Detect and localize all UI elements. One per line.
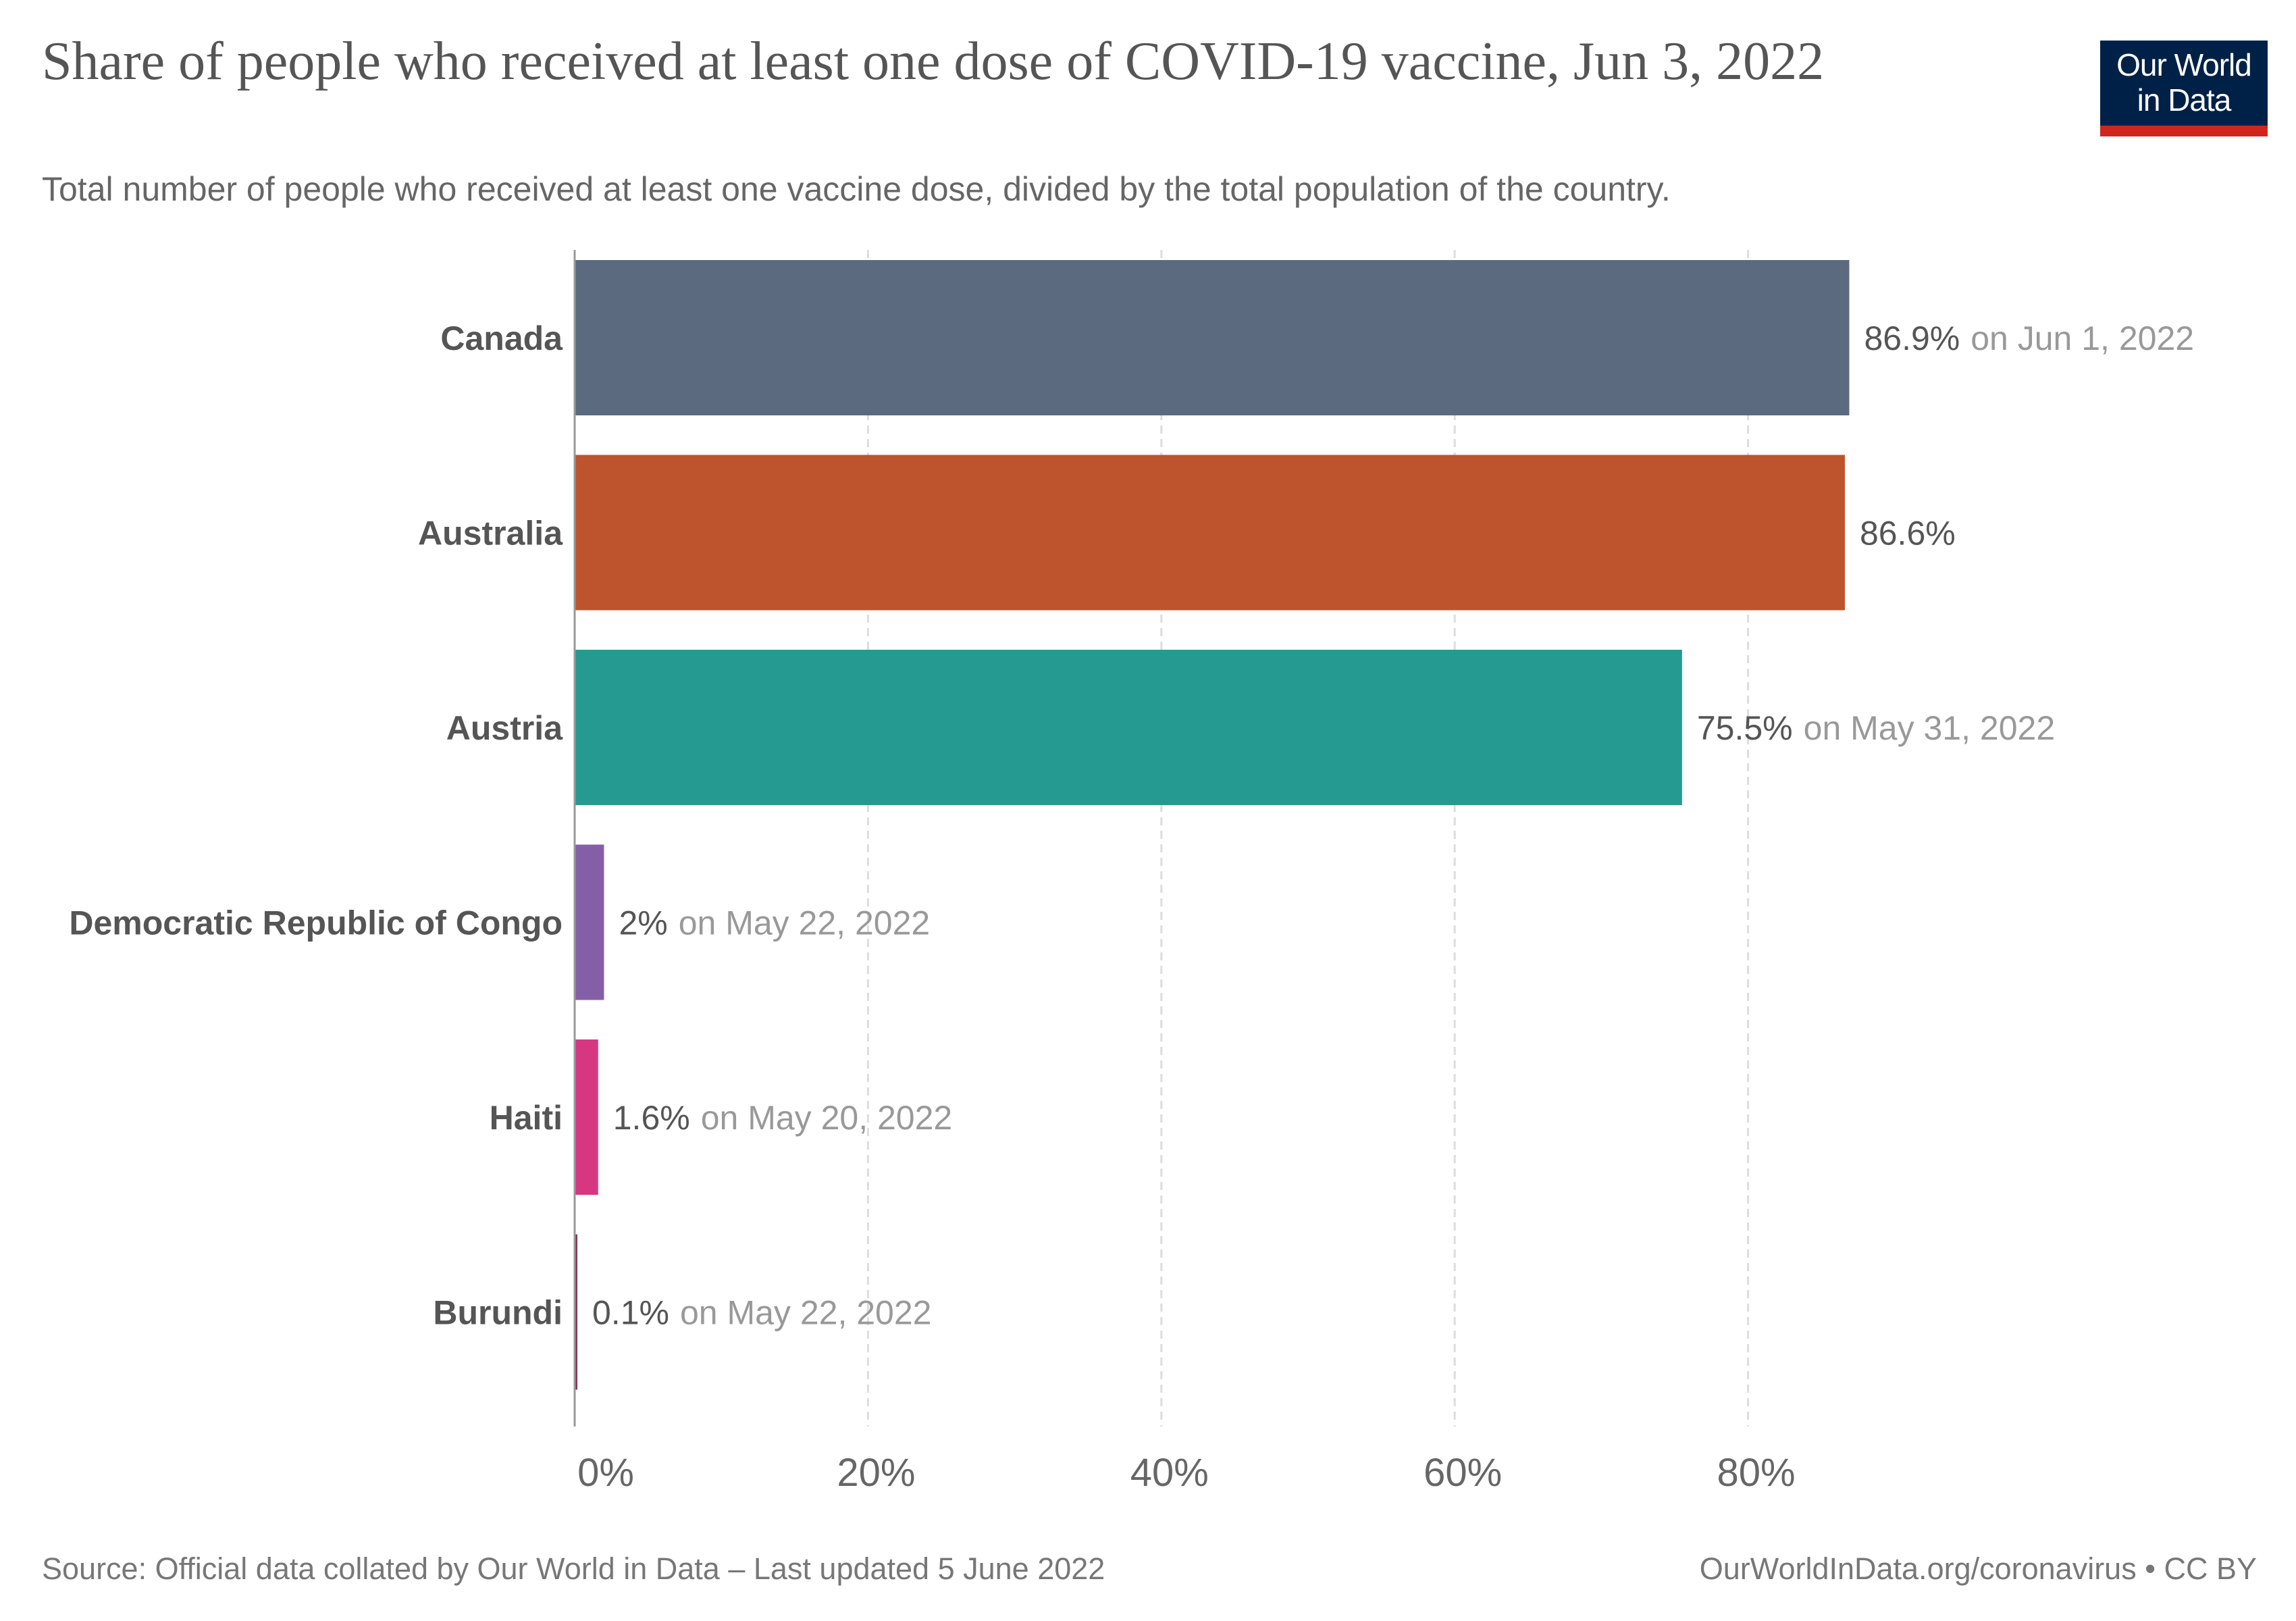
category-label: Haiti: [490, 1099, 563, 1137]
value-label: 1.6% on May 20, 2022: [613, 1099, 952, 1137]
category-label: Democratic Republic of Congo: [69, 904, 563, 942]
chart-subtitle: Total number of people who received at l…: [42, 170, 1671, 208]
x-tick-label: 80%: [1717, 1451, 1796, 1495]
x-tick-label: 0%: [577, 1451, 634, 1495]
value-text: 86.9%: [1864, 319, 1960, 357]
ticks-layer: 0% 20% 40% 60% 80%: [573, 250, 1796, 1495]
category-label: Austria: [446, 709, 563, 747]
x-tick-label: 60%: [1424, 1451, 1502, 1495]
value-text: 0.1%: [592, 1294, 669, 1332]
value-text: 2%: [619, 904, 667, 942]
x-tick-label: 20%: [837, 1451, 915, 1495]
category-label: Australia: [418, 515, 563, 552]
value-label: 86.9% on Jun 1, 2022: [1864, 319, 2194, 357]
bar-australia[interactable]: [575, 455, 1845, 611]
value-text: 86.6%: [1860, 515, 1956, 552]
value-text: 75.5%: [1697, 709, 1793, 747]
date-note: on May 22, 2022: [680, 1294, 932, 1332]
bar-democratic-republic-of-congo[interactable]: [575, 844, 604, 1000]
date-note: on May 20, 2022: [701, 1099, 953, 1137]
category-label: Burundi: [433, 1294, 563, 1332]
bar-haiti[interactable]: [575, 1039, 598, 1195]
date-note: on May 22, 2022: [679, 904, 930, 942]
date-note: on Jun 1, 2022: [1971, 319, 2194, 357]
bar-burundi[interactable]: [575, 1234, 577, 1390]
value-label: 86.6%: [1860, 515, 1956, 552]
bars-layer: [575, 260, 1850, 1390]
logo-line-2: in Data: [2137, 82, 2232, 118]
date-note: on May 31, 2022: [1804, 709, 2056, 747]
value-text: 1.6%: [613, 1099, 690, 1137]
category-label: Canada: [440, 319, 563, 357]
source-note: Source: Official data collated by Our Wo…: [42, 1551, 1105, 1586]
value-label: 0.1% on May 22, 2022: [592, 1294, 931, 1332]
x-tick-label: 40%: [1130, 1451, 1209, 1495]
logo-line-1: Our World: [2116, 47, 2252, 82]
credit-link[interactable]: OurWorldInData.org/coronavirus • CC BY: [1699, 1551, 2257, 1586]
labels-layer: Canada 86.9% on Jun 1, 2022 Australia 86.6% A…: [69, 319, 2194, 1332]
value-label: 75.5% on May 31, 2022: [1697, 709, 2055, 747]
bar-canada[interactable]: [575, 260, 1850, 415]
value-label: 2% on May 22, 2022: [619, 904, 930, 942]
chart-title: Share of people who received at least on…: [42, 32, 1825, 91]
owid-logo[interactable]: Our World in Data: [2100, 41, 2268, 136]
grid-layer: [866, 250, 1750, 1426]
bar-austria[interactable]: [575, 650, 1682, 805]
